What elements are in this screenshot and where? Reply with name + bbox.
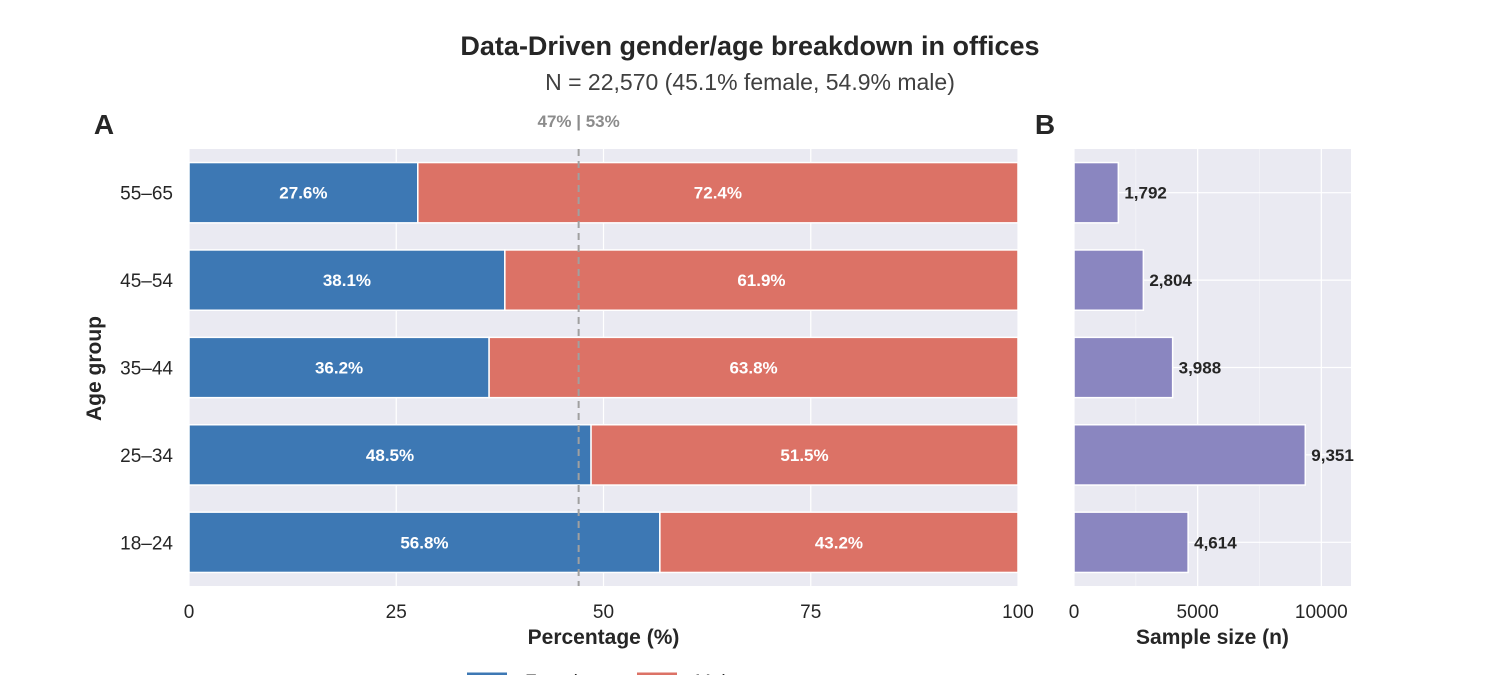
sample-size-bar (1073, 249, 1145, 312)
x-tick-label: 0 (1069, 602, 1080, 623)
panel-a-letter: A (94, 109, 114, 140)
female-bar (188, 423, 592, 486)
sample-size-label: 3,988 (1179, 359, 1222, 378)
x-tick-label: 100 (1002, 602, 1034, 623)
male-bar (417, 161, 1019, 224)
y-tick-label: 18–24 (120, 533, 173, 554)
panel-a-stacked-bar-chart: 0 25 50 75 100 27.6% 72.4% 55–65 38.1% 61.9% 45–54… (83, 112, 1034, 649)
sample-size-bar (1073, 423, 1307, 486)
male-bar-label: 61.9% (737, 271, 785, 290)
legend-female-label: Female (525, 672, 588, 675)
x-axis-label: Percentage (%) (528, 626, 680, 649)
x-tick-label: 10000 (1295, 602, 1348, 623)
x-axis-label: Sample size (n) (1136, 626, 1289, 649)
reference-line-label: 47% | 53% (537, 112, 619, 131)
male-bar (659, 511, 1019, 574)
female-bar-label: 56.8% (400, 533, 448, 552)
chart-title: Data-Driven gender/age breakdown in offi… (460, 31, 1039, 61)
male-bar (504, 249, 1019, 312)
y-tick-label: 25–34 (120, 446, 173, 467)
panel-b-sample-size-chart: 0 5000 10000 1,792 2,804 3,988 9,351 4,614 Sampl… (1069, 149, 1354, 649)
y-axis-label: Age group (83, 316, 106, 421)
female-bar-label: 27.6% (279, 184, 327, 203)
male-bar (488, 336, 1019, 399)
female-bar (188, 249, 506, 312)
chart-legend: Female Male (467, 672, 736, 675)
sample-size-bar (1073, 161, 1120, 224)
male-bar-label: 51.5% (780, 446, 828, 465)
sample-size-label: 1,792 (1124, 184, 1167, 203)
sample-size-label: 9,351 (1311, 446, 1354, 465)
female-bar-label: 48.5% (366, 446, 414, 465)
female-bar-label: 38.1% (323, 271, 371, 290)
legend-male-label: Male (695, 672, 736, 675)
female-bar (188, 336, 490, 399)
male-bar (590, 423, 1019, 486)
x-tick-label: 0 (184, 602, 195, 623)
sample-size-bar (1073, 336, 1174, 399)
y-tick-label: 45–54 (120, 271, 173, 292)
sample-size-label: 4,614 (1194, 533, 1237, 552)
sample-size-bar (1073, 511, 1189, 574)
male-bar-label: 63.8% (729, 359, 777, 378)
x-tick-label: 50 (593, 602, 614, 623)
chart-subtitle: N = 22,570 (45.1% female, 54.9% male) (545, 69, 955, 95)
x-tick-label: 5000 (1177, 602, 1219, 623)
female-bar (188, 511, 661, 574)
y-tick-label: 55–65 (120, 184, 173, 205)
y-tick-label: 35–44 (120, 359, 173, 380)
female-bar-label: 36.2% (315, 359, 363, 378)
male-bar-label: 43.2% (815, 533, 863, 552)
x-tick-label: 75 (800, 602, 821, 623)
x-tick-label: 25 (386, 602, 407, 623)
panel-b-letter: B (1035, 109, 1055, 140)
male-bar-label: 72.4% (694, 184, 742, 203)
sample-size-label: 2,804 (1149, 271, 1192, 290)
